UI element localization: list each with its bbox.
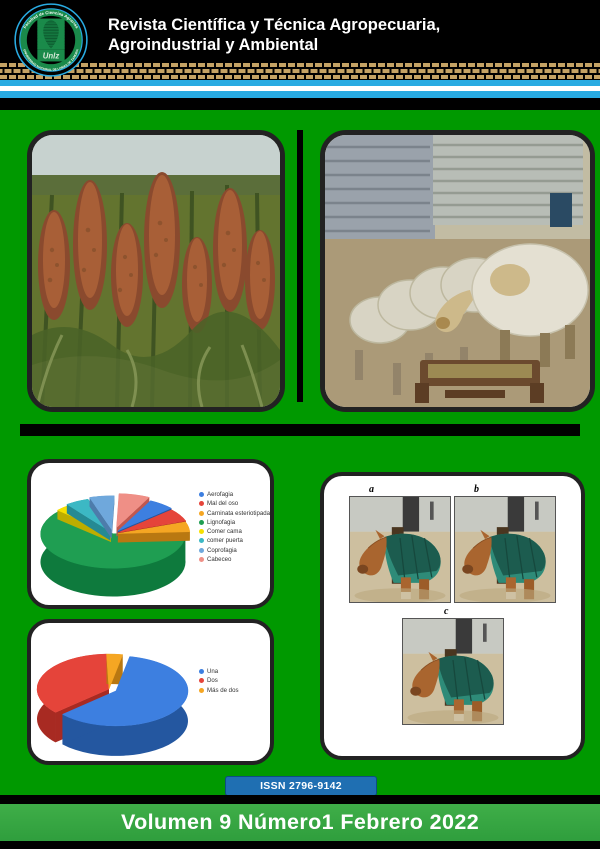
svg-text:Unlz: Unlz xyxy=(43,51,60,60)
